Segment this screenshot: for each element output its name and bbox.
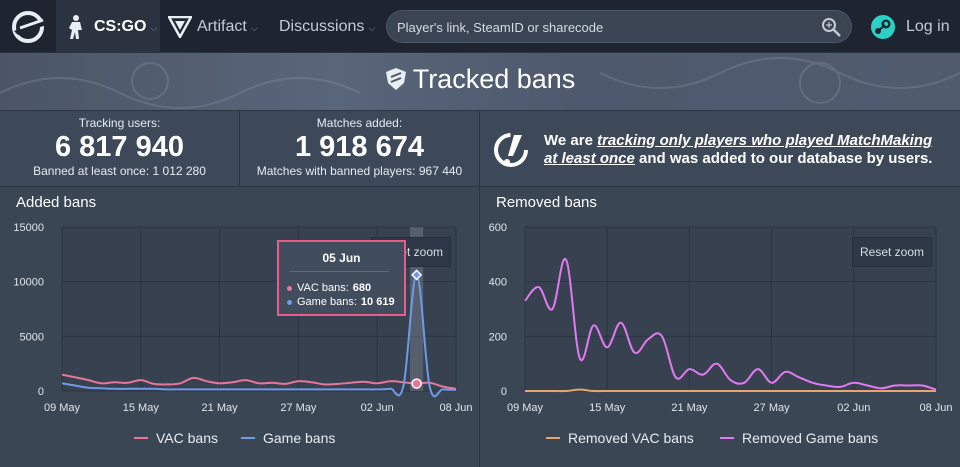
- legend-swatch: [720, 437, 734, 439]
- removed-bans-panel: Removed bans 0 200 400 600 09 May 15 May 21 Ma…: [480, 187, 960, 467]
- legend-removed-vac[interactable]: Removed VAC bans: [546, 430, 694, 446]
- added-bans-panel: Added bans 0 5000 10000 15000 09 May 15 May 21…: [0, 187, 480, 467]
- x-tick-label: 09 May: [44, 402, 81, 414]
- y-tick-label: 400: [489, 277, 507, 289]
- y-tick-label: 0: [38, 386, 44, 398]
- search-icon[interactable]: [819, 15, 843, 39]
- game-dot-icon: [287, 299, 292, 305]
- alert-cursor-icon: [494, 133, 528, 167]
- tooltip-vac-label: VAC bans:: [297, 282, 349, 294]
- notice-emphasis-link[interactable]: tracking only players who played MatchMa…: [544, 132, 933, 167]
- legend-label: VAC bans: [156, 430, 218, 446]
- stat-value: 6 817 940: [54, 131, 184, 163]
- removed-bans-chart[interactable]: 0 200 400 600 09 May 15 May 21 May 27 May 02 Jun…: [480, 187, 960, 467]
- notice-suffix: and was added to our database by users.: [634, 150, 933, 167]
- top-nav-bar: CS:GO ⌵ Artifact ⌵ Discussions ⌵ Log in: [0, 0, 960, 53]
- reset-zoom-button[interactable]: Reset zoom: [852, 237, 932, 267]
- tooltip-game-label: Game bans:: [297, 296, 357, 308]
- vac-dot-icon: [287, 285, 292, 291]
- legend-removed-game[interactable]: Removed Game bans: [720, 430, 878, 446]
- chevron-down-icon: ⌵: [250, 22, 258, 33]
- added-bans-chart[interactable]: 0 5000 10000 15000 09 May 15 May 21 May 27 May 0…: [0, 187, 479, 467]
- series-line: [61, 373, 457, 390]
- nav-discussions[interactable]: Discussions ⌵: [279, 0, 375, 53]
- legend-swatch: [546, 437, 560, 439]
- stat-title: Tracking users:: [78, 116, 161, 130]
- nav-game-csgo[interactable]: CS:GO ⌵: [56, 0, 160, 53]
- legend-label: Removed Game bans: [742, 430, 879, 446]
- y-tick-label: 10000: [13, 277, 44, 289]
- steam-icon: [871, 15, 895, 39]
- x-tick-label: 15 May: [589, 402, 626, 414]
- nav-artifact-label: Artifact: [197, 17, 247, 35]
- legend-label: Game bans: [263, 430, 336, 446]
- notice-prefix: We are: [544, 132, 598, 149]
- hero-ornament-pattern: [0, 57, 960, 109]
- page-title: Tracked bans: [0, 64, 960, 95]
- page-title-text: Tracked bans: [412, 64, 576, 94]
- legend-swatch: [134, 437, 148, 439]
- x-tick-label: 09 May: [507, 402, 544, 414]
- notice-text: We are tracking only players who played …: [544, 132, 949, 168]
- x-tick-label: 21 May: [202, 402, 239, 414]
- login-label: Log in: [906, 18, 950, 35]
- y-tick-label: 600: [489, 222, 507, 234]
- tooltip-vac-value: 680: [352, 282, 372, 294]
- player-search: [386, 10, 852, 43]
- stat-subtitle: Banned at least once: 1 012 280: [33, 164, 206, 178]
- panel-title: Added bans: [16, 194, 97, 211]
- legend-vac[interactable]: VAC bans: [134, 430, 218, 446]
- tracking-users-stat: Tracking users: 6 817 940 Banned at leas…: [0, 111, 240, 187]
- y-tick-label: 15000: [13, 222, 44, 234]
- legend-label: Removed VAC bans: [568, 430, 694, 446]
- stat-value: 1 918 674: [294, 131, 424, 163]
- chevron-down-icon: ⌵: [368, 22, 376, 33]
- x-tick-label: 02 Jun: [361, 402, 394, 414]
- nav-discussions-label: Discussions: [279, 17, 365, 35]
- chevron-down-icon: ⌵: [150, 22, 158, 33]
- artifact-logo-icon: [168, 15, 192, 38]
- legend-swatch: [241, 437, 255, 439]
- stat-subtitle: Matches with banned players: 967 440: [256, 164, 463, 178]
- hover-marker: [411, 378, 422, 389]
- shield-icon: [385, 68, 406, 90]
- stat-title: Matches added:: [316, 116, 403, 130]
- tracking-notice: We are tracking only players who played …: [480, 111, 960, 187]
- csgo-soldier-icon: [69, 14, 82, 39]
- legend-game[interactable]: Game bans: [241, 430, 335, 446]
- nav-game-label: CS:GO: [94, 17, 147, 35]
- y-tick-label: 0: [501, 386, 507, 398]
- x-tick-label: 27 May: [754, 402, 791, 414]
- hover-marker: [411, 269, 423, 281]
- player-search-input[interactable]: [397, 17, 817, 37]
- tooltip-game-row: Game bans: 10 619: [287, 296, 395, 308]
- matches-added-stat: Matches added: 1 918 674 Matches with ba…: [240, 111, 480, 187]
- panel-title: Removed bans: [496, 194, 597, 211]
- tooltip-vac-row: VAC bans: 680: [287, 282, 371, 294]
- series-line: [61, 273, 457, 398]
- x-tick-label: 08 Jun: [439, 402, 472, 414]
- site-logo-icon[interactable]: [10, 9, 48, 45]
- x-tick-label: 27 May: [280, 402, 317, 414]
- chart-tooltip: 05 Jun VAC bans: 680 Game bans: 10 619: [277, 240, 406, 316]
- stats-row: Tracking users: 6 817 940 Banned at leas…: [0, 110, 960, 187]
- x-tick-label: 02 Jun: [837, 402, 870, 414]
- tooltip-date: 05 Jun: [322, 251, 361, 265]
- steam-login-button[interactable]: Log in: [870, 12, 950, 42]
- series-line: [524, 257, 937, 391]
- tooltip-game-value: 10 619: [360, 296, 395, 308]
- hover-highlight: [410, 227, 424, 391]
- nav-artifact[interactable]: Artifact ⌵: [168, 0, 258, 53]
- x-tick-label: 15 May: [123, 402, 160, 414]
- hero-banner: Tracked bans: [0, 53, 960, 110]
- tooltip-divider: [289, 271, 389, 272]
- x-tick-label: 08 Jun: [919, 402, 952, 414]
- y-tick-label: 5000: [20, 331, 44, 343]
- y-tick-label: 200: [489, 331, 507, 343]
- x-tick-label: 21 May: [671, 402, 708, 414]
